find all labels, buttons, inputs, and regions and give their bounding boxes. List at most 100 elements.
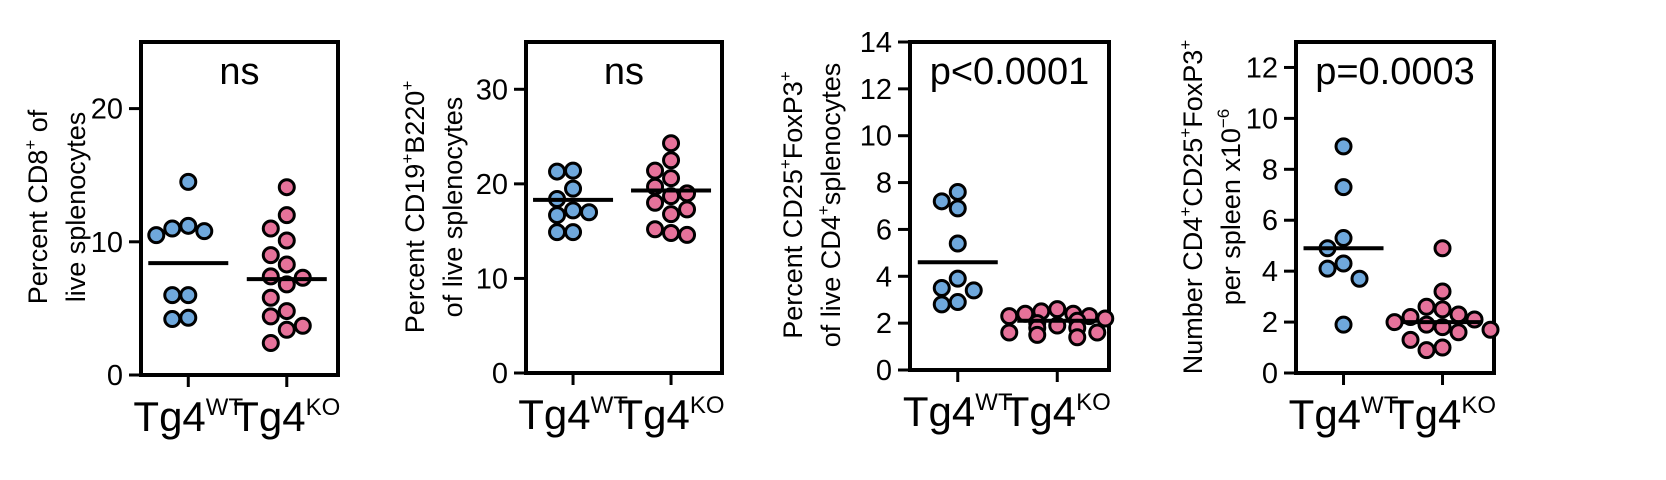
significance-annotation: ns — [604, 51, 644, 93]
y-tick-label: 14 — [860, 27, 892, 59]
y-label-superscript: + — [1176, 128, 1195, 138]
x-label-base: Tg4 — [518, 391, 590, 438]
y-tick-label: 2 — [1262, 307, 1278, 339]
wt-data-point — [1350, 269, 1369, 288]
x-category-label: Tg4KO — [233, 393, 340, 440]
ko-data-point — [662, 224, 681, 243]
ko-data-point — [662, 134, 681, 153]
wt-data-point — [932, 279, 951, 297]
wt-data-point — [163, 219, 182, 238]
wt-data-point — [1334, 315, 1353, 334]
ko-data-point — [277, 320, 296, 339]
y-label-text: of live splenocytes — [438, 97, 468, 318]
x-category-label: Tg4WT — [518, 391, 628, 438]
ko-data-point — [1481, 320, 1500, 339]
y-tick-label: 20 — [91, 94, 123, 126]
x-category-label: Tg4WT — [1289, 391, 1399, 438]
wt-data-point — [564, 179, 583, 198]
ko-data-point — [261, 219, 280, 238]
wt-data-point — [564, 201, 583, 220]
y-tick-label: 0 — [107, 360, 123, 392]
y-tick-label: 10 — [91, 227, 123, 259]
y-tick-label: 10 — [860, 121, 892, 153]
wt-data-point — [948, 269, 967, 288]
ko-data-point — [662, 151, 681, 170]
wt-data-point — [179, 172, 198, 191]
x-label-superscript: KO — [306, 394, 341, 421]
ko-data-point — [1465, 310, 1484, 329]
ko-data-point — [646, 193, 665, 212]
wt-data-point — [1334, 137, 1353, 156]
y-tick-label: 10 — [476, 263, 508, 295]
y-tick-label: 6 — [876, 214, 892, 246]
y-tick-label: 10 — [1246, 103, 1278, 135]
x-label-base: Tg4 — [903, 388, 975, 435]
significance-annotation: ns — [219, 51, 259, 93]
plot-frame — [524, 40, 724, 375]
wt-data-point — [179, 286, 198, 305]
wt-data-point — [948, 199, 967, 218]
ko-data-point — [678, 184, 697, 203]
wt-data-point — [948, 234, 967, 253]
plot-frame — [139, 40, 340, 377]
y-tick-label: 0 — [876, 355, 892, 387]
ko-data-point — [293, 316, 312, 335]
y-label-superscript: + — [21, 140, 40, 150]
y-label-text: FoxP3 — [778, 81, 808, 159]
y-axis-label: Percent CD8+ of live splenocytes — [21, 109, 91, 304]
x-label-superscript: KO — [1076, 389, 1111, 416]
ko-data-point — [1048, 300, 1067, 319]
ko-data-point — [1417, 315, 1436, 334]
ko-data-point — [662, 169, 681, 188]
ko-data-point — [1028, 325, 1047, 344]
y-tick-label: 8 — [1262, 154, 1278, 186]
y-tick-label: 12 — [1246, 52, 1278, 84]
x-label-superscript: KO — [1461, 392, 1496, 419]
ko-data-point — [1433, 300, 1452, 319]
y-label-superscript: + — [776, 159, 795, 169]
wt-data-point — [163, 310, 182, 329]
wt-data-point — [163, 286, 182, 305]
y-tick-label: 8 — [876, 168, 892, 200]
y-label-superscript: + — [398, 154, 417, 164]
x-label-superscript: WT — [591, 392, 629, 419]
y-label-text: Number CD4 — [1178, 217, 1208, 375]
wt-data-point — [548, 162, 567, 181]
x-label-superscript: WT — [206, 394, 244, 421]
ko-data-point — [261, 334, 280, 353]
y-label-text: Percent CD8 — [23, 150, 53, 305]
y-tick-label: 30 — [476, 74, 508, 106]
y-tick-label: 2 — [876, 308, 892, 340]
wt-data-point — [948, 182, 967, 201]
ko-data-point — [1088, 323, 1107, 342]
wt-data-point — [580, 203, 599, 222]
y-label-text: live splenocytes — [61, 112, 91, 303]
wt-data-point — [948, 293, 967, 312]
ko-data-point — [277, 206, 296, 225]
ko-data-point — [1417, 297, 1436, 316]
x-category-label: Tg4KO — [618, 391, 725, 438]
y-label-text: B220 — [400, 91, 430, 154]
y-label-text: splenocytes — [816, 63, 846, 206]
ko-data-point — [662, 205, 681, 224]
y-tick-label: 0 — [1262, 358, 1278, 390]
y-axis-label: Number CD4+CD25+FoxP3+per spleen x10−6 — [1176, 40, 1246, 375]
significance-annotation: p<0.0001 — [930, 51, 1090, 93]
y-tick-label: 20 — [476, 169, 508, 201]
ko-data-point — [277, 302, 296, 321]
ko-data-point — [1096, 309, 1115, 328]
y-tick-label: 6 — [1262, 205, 1278, 237]
y-label-superscript: + — [398, 81, 417, 91]
ko-data-point — [261, 267, 280, 286]
x-category-label: Tg4WT — [903, 388, 1013, 435]
ko-data-point — [1433, 338, 1452, 357]
ko-data-point — [1433, 282, 1452, 301]
wt-data-point — [179, 308, 198, 327]
y-axis-label: Percent CD19+B220+of live splenocytes — [398, 81, 468, 334]
x-label-base: Tg4 — [1004, 388, 1076, 435]
y-tick-label: 4 — [1262, 256, 1278, 288]
ko-data-point — [678, 200, 697, 219]
